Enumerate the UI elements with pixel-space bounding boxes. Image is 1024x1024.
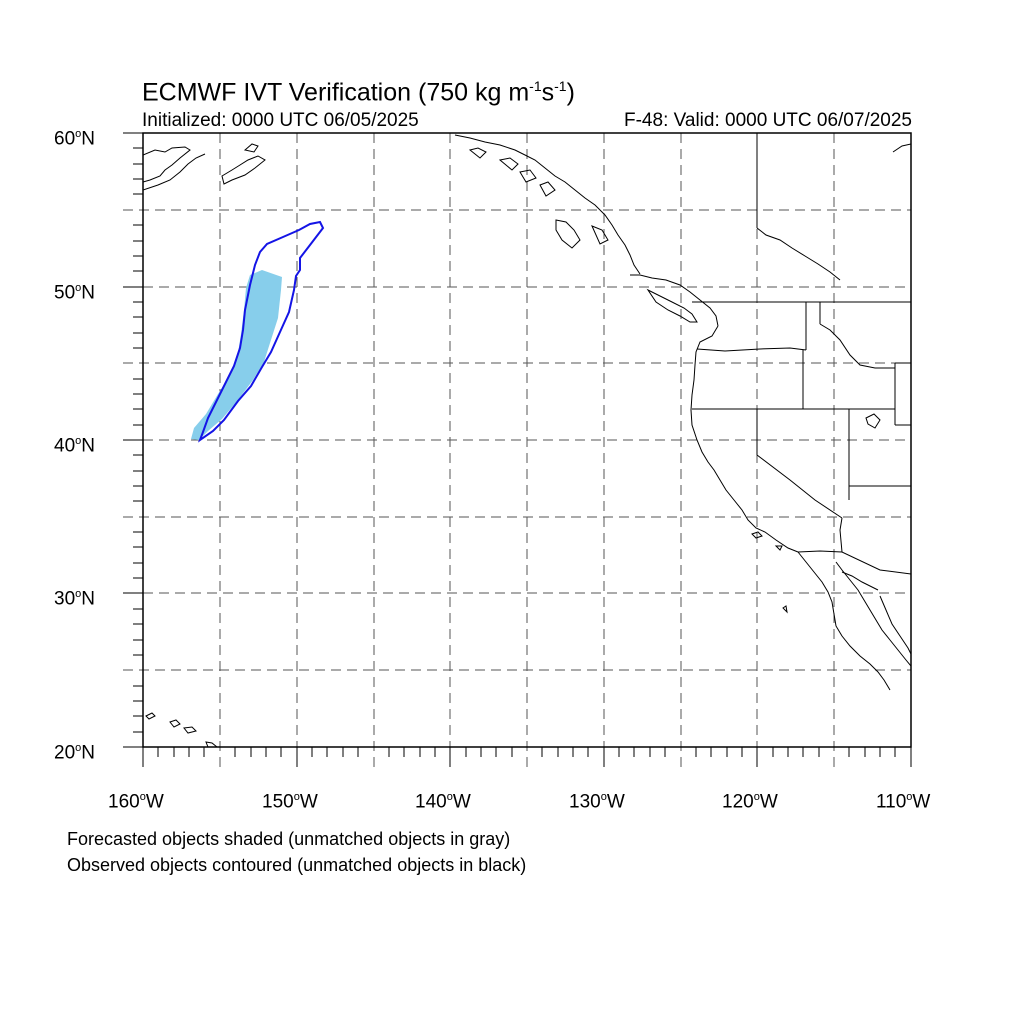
axis-ticks: [123, 132, 912, 767]
title-mid: s: [541, 78, 555, 107]
lon-label-120: 120oW: [722, 791, 778, 813]
lon-label-140: 140oW: [415, 791, 471, 813]
init-time-label: Initialized: 0000 UTC 06/05/2025: [142, 110, 419, 131]
valid-time-label: F-48: Valid: 0000 UTC 06/07/2025: [624, 110, 912, 131]
observed-object: [197, 220, 325, 443]
chart-title: ECMWF IVT Verification (750 kg m-1s-1): [142, 70, 575, 108]
title-exp-1: -1: [529, 78, 542, 94]
graticule: [123, 133, 911, 767]
political-boundaries: [692, 133, 911, 575]
caption-notes: Forecasted objects shaded (unmatched obj…: [67, 826, 526, 878]
title-exp-2: -1: [554, 78, 567, 94]
forecast-note: Forecasted objects shaded (unmatched obj…: [67, 829, 511, 849]
lon-label-160: 160oW: [108, 791, 164, 813]
forecast-object: [191, 270, 282, 440]
title-end: ): [566, 78, 575, 107]
coastlines: [143, 134, 911, 747]
observed-ivt-contour: [197, 220, 325, 443]
lat-label-20: 20oN: [54, 742, 95, 764]
lat-label-50: 50oN: [54, 282, 95, 304]
lat-label-40: 40oN: [54, 435, 95, 457]
observed-note: Observed objects contoured (unmatched ob…: [67, 855, 527, 875]
lat-label-60: 60oN: [54, 128, 95, 150]
lon-label-110: 110oW: [876, 791, 931, 813]
lon-label-150: 150oW: [262, 791, 318, 813]
lat-label-30: 30oN: [54, 588, 95, 610]
lon-label-130: 130oW: [569, 791, 625, 813]
forecast-ivt-object: [191, 270, 282, 440]
title-main: ECMWF IVT Verification (750 kg m: [142, 78, 530, 107]
